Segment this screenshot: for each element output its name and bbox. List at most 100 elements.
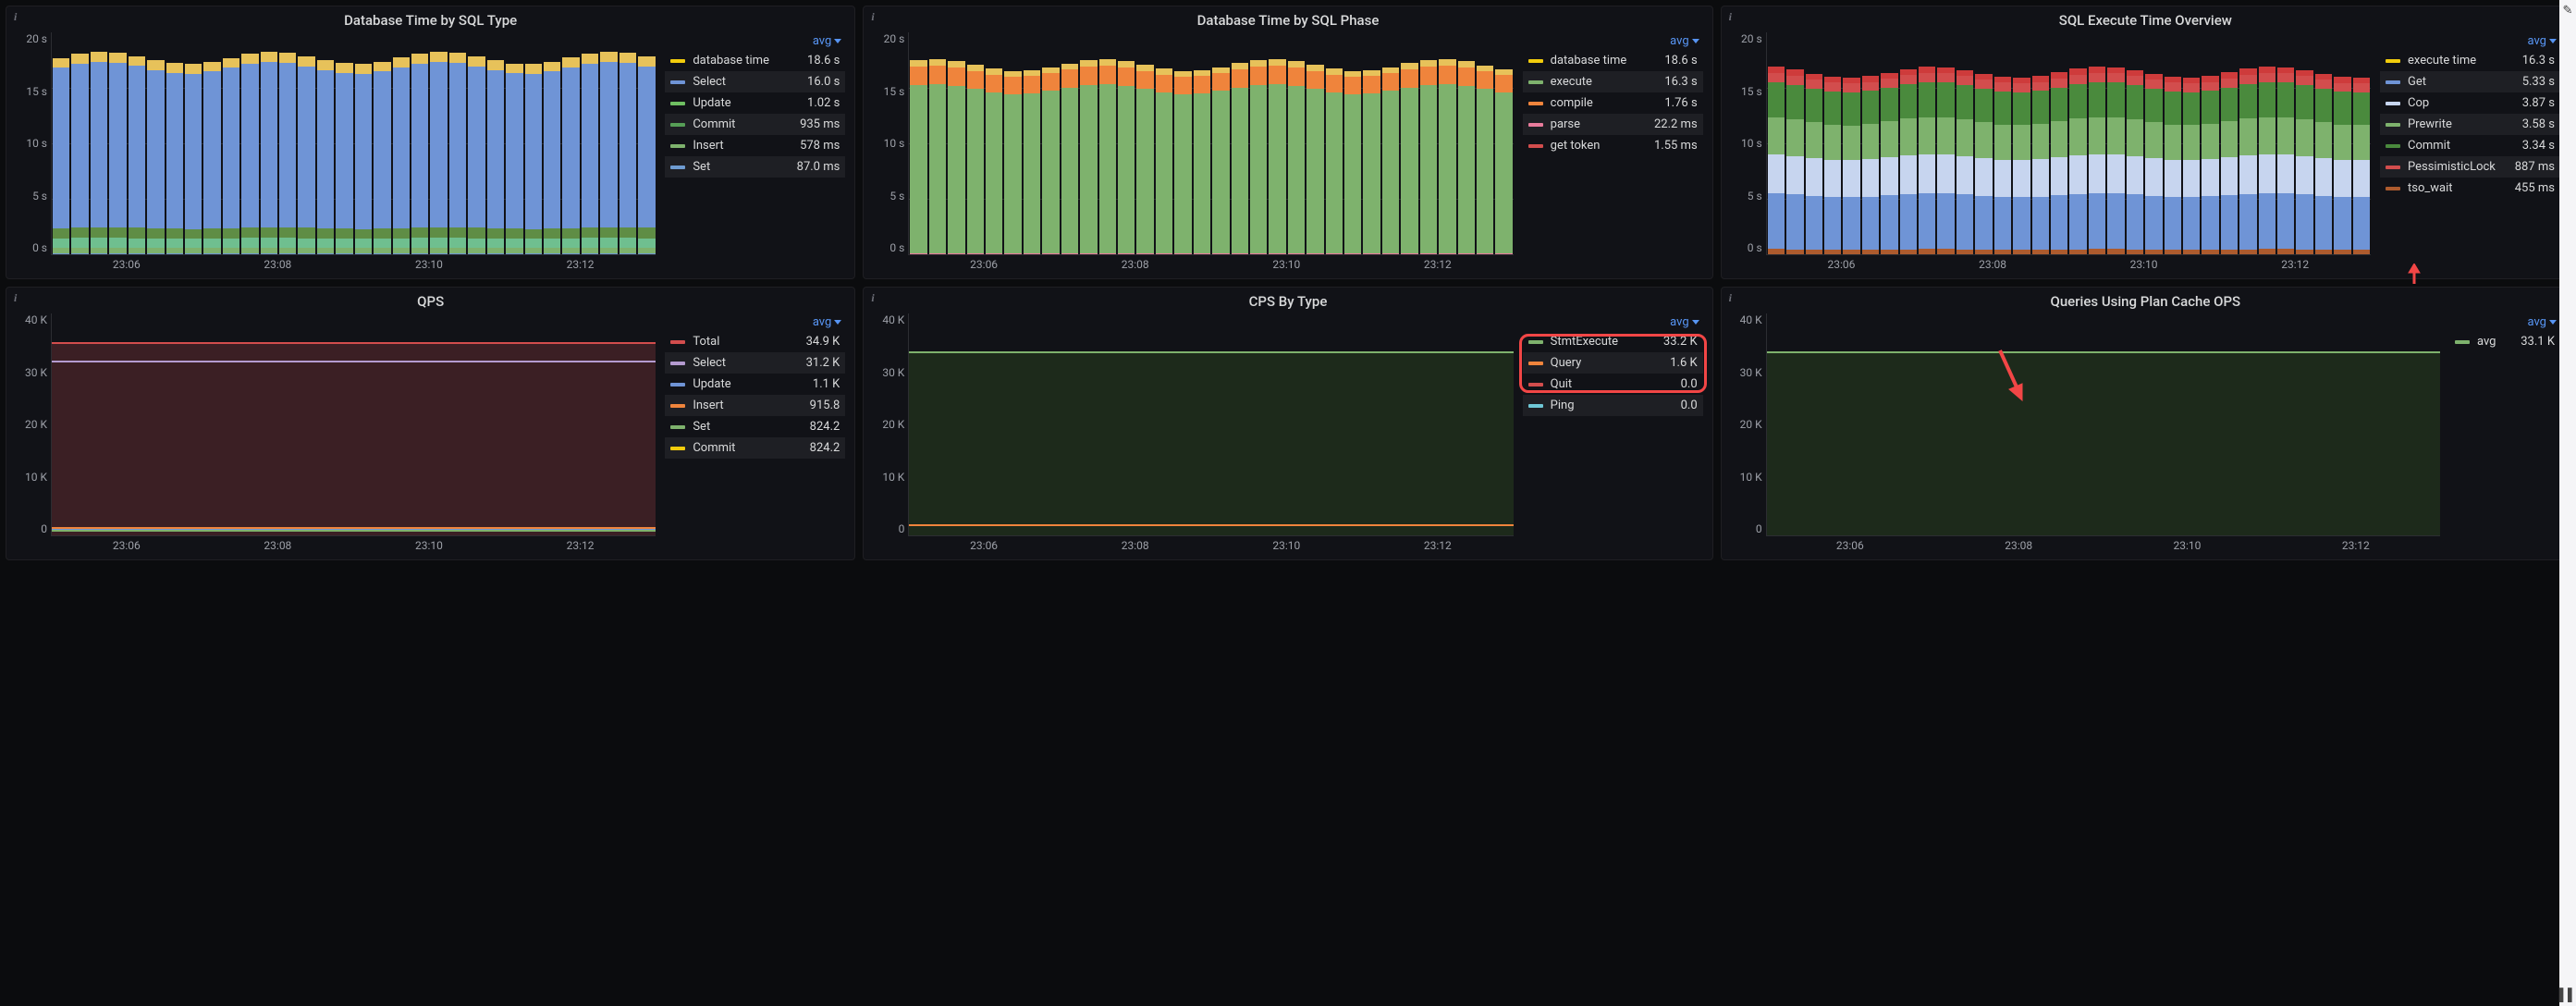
- agg-selector[interactable]: avg: [809, 313, 846, 331]
- legend-item[interactable]: Get5.33 s: [2380, 71, 2560, 92]
- bar-seg: [2315, 122, 2332, 158]
- legend-item[interactable]: Ping0.0: [1523, 395, 1703, 416]
- legend-item[interactable]: compile1.76 s: [1523, 92, 1703, 114]
- bar: [1194, 59, 1210, 254]
- legend-item[interactable]: Prewrite3.58 s: [2380, 114, 2560, 135]
- plot[interactable]: [1766, 313, 2440, 536]
- plot[interactable]: [51, 313, 656, 536]
- legend-value: 1.55 ms: [1654, 139, 1698, 153]
- bar-seg: [2259, 193, 2275, 249]
- bar: [91, 48, 107, 254]
- legend-item[interactable]: StmtExecute33.2 K: [1523, 331, 1703, 352]
- legend-item[interactable]: get token1.55 ms: [1523, 135, 1703, 156]
- bar-seg: [1212, 91, 1229, 253]
- plot[interactable]: [51, 32, 656, 255]
- legend-item[interactable]: Update1.1 K: [665, 374, 845, 395]
- info-icon[interactable]: i: [1729, 291, 1732, 305]
- legend-item[interactable]: avg33.1 K: [2449, 331, 2560, 352]
- bar-seg: [1957, 156, 1973, 195]
- legend-item[interactable]: database time18.6 s: [665, 50, 845, 71]
- legend-item[interactable]: Commit3.34 s: [2380, 135, 2560, 156]
- bar-seg: [1344, 77, 1361, 94]
- plot[interactable]: [1766, 32, 2371, 255]
- legend-item[interactable]: Update1.02 s: [665, 92, 845, 114]
- bar-seg: [1881, 79, 1897, 88]
- bar-seg: [2013, 125, 2030, 160]
- bar-seg: [71, 227, 88, 238]
- chart-line: [52, 361, 656, 362]
- info-icon[interactable]: i: [871, 10, 874, 24]
- bar-seg: [2334, 160, 2350, 197]
- bar: [1975, 55, 1992, 254]
- legend-item[interactable]: Total34.9 K: [665, 331, 845, 352]
- legend-item[interactable]: Set824.2: [665, 416, 845, 437]
- legend-item[interactable]: tso_wait455 ms: [2380, 178, 2560, 199]
- legend-item[interactable]: PessimisticLock887 ms: [2380, 156, 2560, 178]
- agg-selector[interactable]: avg: [2523, 32, 2560, 50]
- info-icon[interactable]: i: [14, 291, 17, 305]
- bar: [986, 58, 1002, 254]
- agg-selector[interactable]: avg: [1666, 313, 1703, 331]
- bar-seg: [411, 227, 428, 238]
- legend-item[interactable]: Cop3.87 s: [2380, 92, 2560, 114]
- pencil-icon[interactable]: ✎: [2563, 4, 2573, 18]
- legend-item[interactable]: Select16.0 s: [665, 71, 845, 92]
- bar-seg: [506, 73, 522, 228]
- legend-item[interactable]: Insert915.8: [665, 395, 845, 416]
- bar-seg: [1881, 157, 1897, 195]
- bar-seg: [1080, 67, 1097, 85]
- legend: avgdatabase time18.6 sexecute16.3 scompi…: [1523, 32, 1703, 271]
- plot[interactable]: [908, 32, 1513, 255]
- agg-selector[interactable]: avg: [809, 32, 846, 50]
- panel-body: 20 s15 s10 s5 s0 s23:0623:0823:1023:12av…: [1731, 32, 2560, 271]
- legend-item[interactable]: Insert578 ms: [665, 135, 845, 156]
- area-fill: [909, 351, 1513, 535]
- legend-value: 34.9 K: [806, 335, 840, 349]
- x-tick: 23:10: [415, 258, 443, 271]
- bar-seg: [223, 253, 239, 254]
- bar-seg: [393, 253, 410, 254]
- info-icon[interactable]: i: [14, 10, 17, 24]
- legend-label: database time: [693, 54, 800, 67]
- bar: [2051, 55, 2067, 254]
- legend-item[interactable]: Select31.2 K: [665, 352, 845, 374]
- legend-swatch: [670, 425, 685, 429]
- bar: [1824, 59, 1841, 254]
- legend-item[interactable]: execute16.3 s: [1523, 71, 1703, 92]
- bar: [1212, 56, 1229, 254]
- legend-item[interactable]: execute time16.3 s: [2380, 50, 2560, 71]
- bar-seg: [600, 227, 617, 238]
- agg-selector[interactable]: avg: [1666, 32, 1703, 50]
- legend-item[interactable]: Quit0.0: [1523, 374, 1703, 395]
- panel-title: SQL Execute Time Overview: [1731, 12, 2560, 29]
- bar-seg: [1843, 250, 1859, 254]
- bar: [2089, 48, 2105, 254]
- bar-seg: [2353, 92, 2370, 126]
- bar-seg: [2183, 125, 2200, 160]
- bar-seg: [2165, 197, 2181, 250]
- legend-item[interactable]: Set87.0 ms: [665, 156, 845, 178]
- bar-seg: [967, 89, 984, 253]
- bar-seg: [185, 64, 202, 73]
- info-icon[interactable]: i: [1729, 10, 1732, 24]
- bar-seg: [2259, 154, 2275, 193]
- legend-item[interactable]: Commit824.2: [665, 437, 845, 459]
- bar-seg: [525, 229, 542, 239]
- legend-item[interactable]: Commit935 ms: [665, 114, 845, 135]
- legend-item[interactable]: parse22.2 ms: [1523, 114, 1703, 135]
- bar-seg: [1306, 71, 1323, 89]
- bar-chart-icon[interactable]: ▌▌: [2559, 988, 2576, 1002]
- bar-seg: [562, 57, 579, 67]
- bar-seg: [1919, 82, 1935, 117]
- legend-item[interactable]: database time18.6 s: [1523, 50, 1703, 71]
- bar-seg: [1994, 125, 2011, 160]
- bar-seg: [203, 239, 220, 248]
- bar: [2202, 58, 2218, 254]
- bar: [1477, 55, 1493, 254]
- plot[interactable]: [908, 313, 1513, 536]
- agg-selector[interactable]: avg: [2523, 313, 2560, 331]
- bar-seg: [430, 238, 447, 247]
- info-icon[interactable]: i: [871, 291, 874, 305]
- legend-item[interactable]: Query1.6 K: [1523, 352, 1703, 374]
- bar-seg: [1099, 66, 1116, 84]
